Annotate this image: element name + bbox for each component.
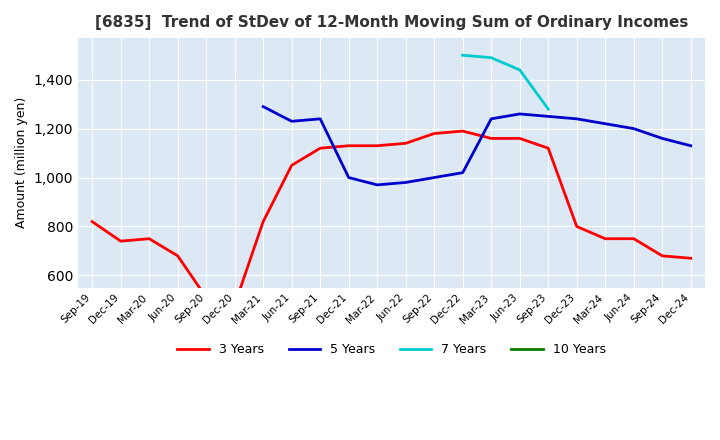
7 Years xyxy=(459,53,467,58)
3 Years xyxy=(572,224,581,229)
3 Years xyxy=(686,256,695,261)
Line: 7 Years: 7 Years xyxy=(463,55,548,109)
3 Years xyxy=(544,146,552,151)
5 Years xyxy=(487,116,495,121)
3 Years xyxy=(202,295,210,300)
3 Years xyxy=(259,219,268,224)
7 Years xyxy=(516,67,524,73)
5 Years xyxy=(316,116,325,121)
3 Years xyxy=(658,253,667,258)
5 Years xyxy=(686,143,695,148)
3 Years xyxy=(145,236,153,242)
5 Years xyxy=(459,170,467,175)
3 Years xyxy=(117,238,125,244)
3 Years xyxy=(487,136,495,141)
3 Years xyxy=(316,146,325,151)
5 Years xyxy=(401,180,410,185)
5 Years xyxy=(601,121,610,126)
Line: 5 Years: 5 Years xyxy=(264,106,690,185)
5 Years xyxy=(572,116,581,121)
3 Years xyxy=(373,143,382,148)
3 Years xyxy=(401,141,410,146)
7 Years xyxy=(544,106,552,112)
5 Years xyxy=(259,104,268,109)
3 Years xyxy=(629,236,638,242)
5 Years xyxy=(344,175,353,180)
5 Years xyxy=(658,136,667,141)
3 Years xyxy=(459,128,467,134)
5 Years xyxy=(544,114,552,119)
3 Years xyxy=(287,163,296,168)
3 Years xyxy=(516,136,524,141)
5 Years xyxy=(430,175,438,180)
3 Years xyxy=(601,236,610,242)
5 Years xyxy=(287,119,296,124)
3 Years xyxy=(344,143,353,148)
5 Years xyxy=(373,182,382,187)
Y-axis label: Amount (million yen): Amount (million yen) xyxy=(15,97,28,228)
5 Years xyxy=(629,126,638,131)
Legend: 3 Years, 5 Years, 7 Years, 10 Years: 3 Years, 5 Years, 7 Years, 10 Years xyxy=(172,338,611,361)
3 Years xyxy=(230,302,239,308)
3 Years xyxy=(174,253,182,258)
3 Years xyxy=(88,219,96,224)
3 Years xyxy=(430,131,438,136)
Line: 3 Years: 3 Years xyxy=(92,131,690,305)
7 Years xyxy=(487,55,495,60)
5 Years xyxy=(516,111,524,117)
Title: [6835]  Trend of StDev of 12-Month Moving Sum of Ordinary Incomes: [6835] Trend of StDev of 12-Month Moving… xyxy=(95,15,688,30)
